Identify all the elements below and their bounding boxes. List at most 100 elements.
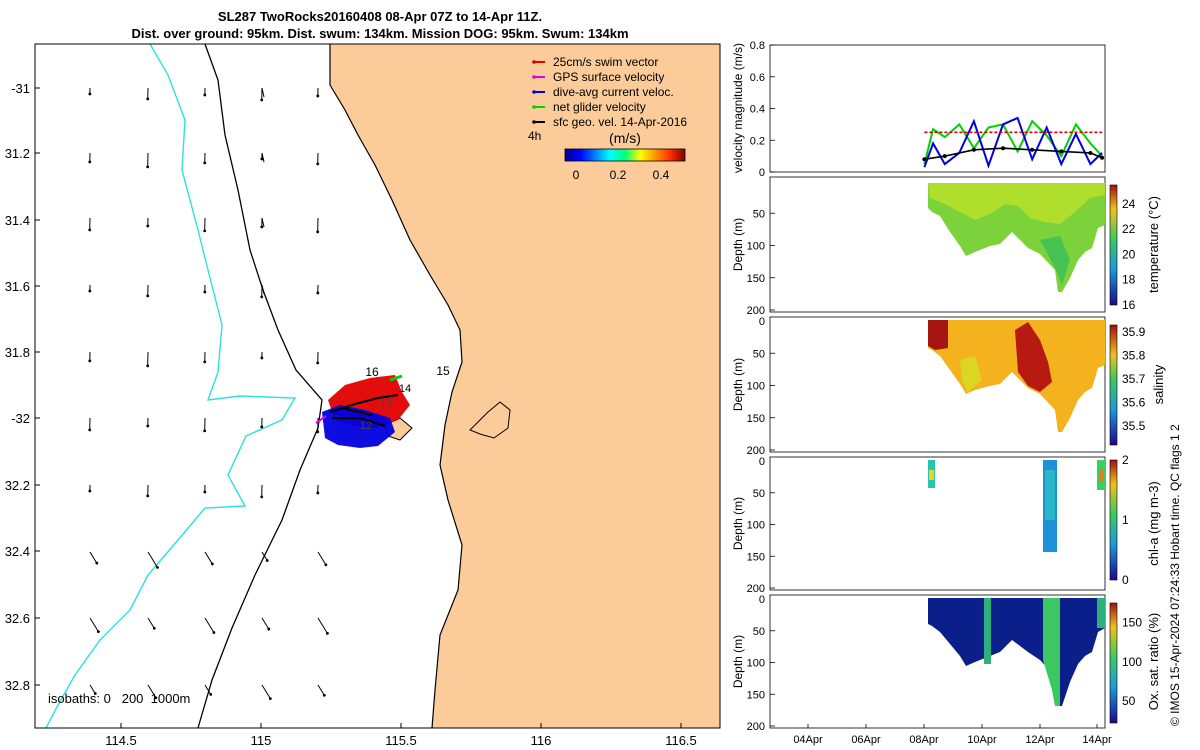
colorbar-tick-label: 20 <box>1122 247 1136 261</box>
chla-profile-2-core <box>1045 470 1055 520</box>
geo-vector-46 <box>147 684 157 699</box>
geo-vector-head <box>88 228 92 232</box>
velocity-series-point <box>1100 155 1105 160</box>
lat-tick-label: 31.8 <box>5 345 30 360</box>
temperature-warm-top <box>928 183 1105 224</box>
coastline <box>329 44 463 728</box>
time-tick-label: 06Apr <box>851 734 881 746</box>
legend-swatch-head <box>532 90 536 94</box>
geo-vector-head <box>203 229 207 233</box>
legend-4h-label: 4h <box>528 129 541 143</box>
geo-vector-37 <box>204 551 213 565</box>
lon-tick-label: 115 <box>251 733 272 748</box>
colorbar-tick-label: 24 <box>1122 197 1136 211</box>
geo-vector-head <box>203 161 207 165</box>
oxygen-profile-band-1 <box>984 598 991 664</box>
velocity-tick-label: 0.2 <box>750 135 765 147</box>
geo-vector-shelf <box>261 284 265 295</box>
depth-tick-label: 50 <box>753 488 765 500</box>
geo-vector-39 <box>317 551 327 566</box>
velocity-series-line-1 <box>923 116 1103 169</box>
isobath-200m <box>197 44 323 728</box>
legend-label: net glider velocity <box>553 100 646 114</box>
lat-tick-label: -32 <box>11 411 30 426</box>
velocity-tick-label: 0.4 <box>750 104 765 116</box>
depth-tick-label: 100 <box>747 241 765 253</box>
geo-vector-head <box>146 165 150 169</box>
lon-tick-label: 114.5 <box>105 733 137 748</box>
lat-tick-label: -31 <box>11 81 30 96</box>
geo-vector-head <box>146 97 150 101</box>
depth-axis-label: Depth (m) <box>731 358 745 411</box>
geo-vector-head <box>260 98 264 102</box>
depth-axis-label: Depth (m) <box>731 635 745 688</box>
colorbar-tick-label: 35.7 <box>1122 372 1146 386</box>
velocity-series-point <box>922 157 927 162</box>
colorbar-tick-label: 100 <box>1122 655 1142 669</box>
geo-vector-head <box>316 230 320 234</box>
legend-label: dive-avg current veloc. <box>553 85 674 99</box>
geo-vector-head <box>260 295 264 299</box>
geo-vector-head <box>146 294 150 298</box>
geo-vector-49 <box>317 684 325 696</box>
speed-colorbar-title: (m/s) <box>609 130 641 146</box>
geo-vector-44 <box>317 617 328 634</box>
oxygen-section <box>928 598 1105 706</box>
geo-vector-head <box>88 92 92 96</box>
glider-track-green-vectors <box>389 374 403 382</box>
depth-tick-label: 200 <box>747 721 765 733</box>
depth-tick-label: 200 <box>747 445 765 457</box>
salinity-high-left <box>928 320 948 350</box>
glider-track-magenta-vector <box>315 415 327 424</box>
geo-vector-head <box>316 430 320 434</box>
geo-vector-shelf <box>261 87 265 98</box>
credit-line: © IMOS 15-Apr-2024 07:24:33 Hobart time.… <box>1168 424 1182 726</box>
temperature-panel <box>769 176 1118 313</box>
depth-tick-label: 100 <box>747 520 765 532</box>
lon-tick-label: 116 <box>531 733 552 748</box>
lat-tick-label: 32.4 <box>5 544 30 559</box>
oxygen-profile-band-2 <box>1043 598 1060 706</box>
isobaths-label: isobaths: 0 200 1000m <box>48 691 190 706</box>
geo-vector-head <box>93 692 97 695</box>
land-island <box>469 401 511 439</box>
land <box>330 44 720 728</box>
oxygen-panel <box>769 594 1118 729</box>
geo-vector-42 <box>204 617 215 633</box>
geo-vector-head <box>152 626 156 630</box>
colorbar-tick-label: 1 <box>1122 513 1129 527</box>
velocity-series-point <box>971 147 976 152</box>
depth-tick-label: 100 <box>747 381 765 393</box>
figure-title-line1: SL287 TwoRocks20160408 08-Apr 07Z to 14-… <box>217 9 543 24</box>
colorbar-tick-label: 150 <box>1122 616 1142 630</box>
depth-tick-label-0: 0 <box>759 594 765 606</box>
geo-vector-head <box>210 562 214 566</box>
lat-tick-label: 31.6 <box>5 279 30 294</box>
lon-tick-label: 116.5 <box>665 733 697 748</box>
legend-swatch-head <box>532 120 536 124</box>
geo-vector-head <box>260 157 264 161</box>
chla-profile-3-peak <box>1099 470 1104 482</box>
day-label-14: 14 <box>399 383 411 395</box>
velocity-y-ticks: 0 0.2 0.4 0.6 0.8 <box>750 40 775 179</box>
geo-vector-head <box>260 225 264 229</box>
geo-vector-head <box>95 561 99 565</box>
geo-vector-head <box>88 359 92 363</box>
glider-track-black-line <box>329 394 399 427</box>
depth-axis-label: Depth (m) <box>731 497 745 550</box>
legend-label: sfc geo. vel. 14-Apr-2016 <box>553 115 687 129</box>
day-label-12: 12 <box>360 420 372 432</box>
geo-vector-head <box>260 425 264 429</box>
chla-colorbar <box>1109 459 1118 581</box>
colorbar-tick-label: 2 <box>1122 453 1129 467</box>
speed-colorbar-tick-0: 0 <box>573 168 580 182</box>
colorbar-tick-label: 18 <box>1122 273 1136 287</box>
legend-label: 25cm/s swim vector <box>553 55 658 69</box>
geo-vector-head <box>146 424 150 428</box>
figure-title-line2: Dist. over ground: 95km. Dist. swum: 134… <box>131 26 629 41</box>
velocity-series-line-3 <box>924 147 1103 161</box>
depth-tick-label: 50 <box>753 208 765 220</box>
geo-vector-head <box>326 631 329 635</box>
